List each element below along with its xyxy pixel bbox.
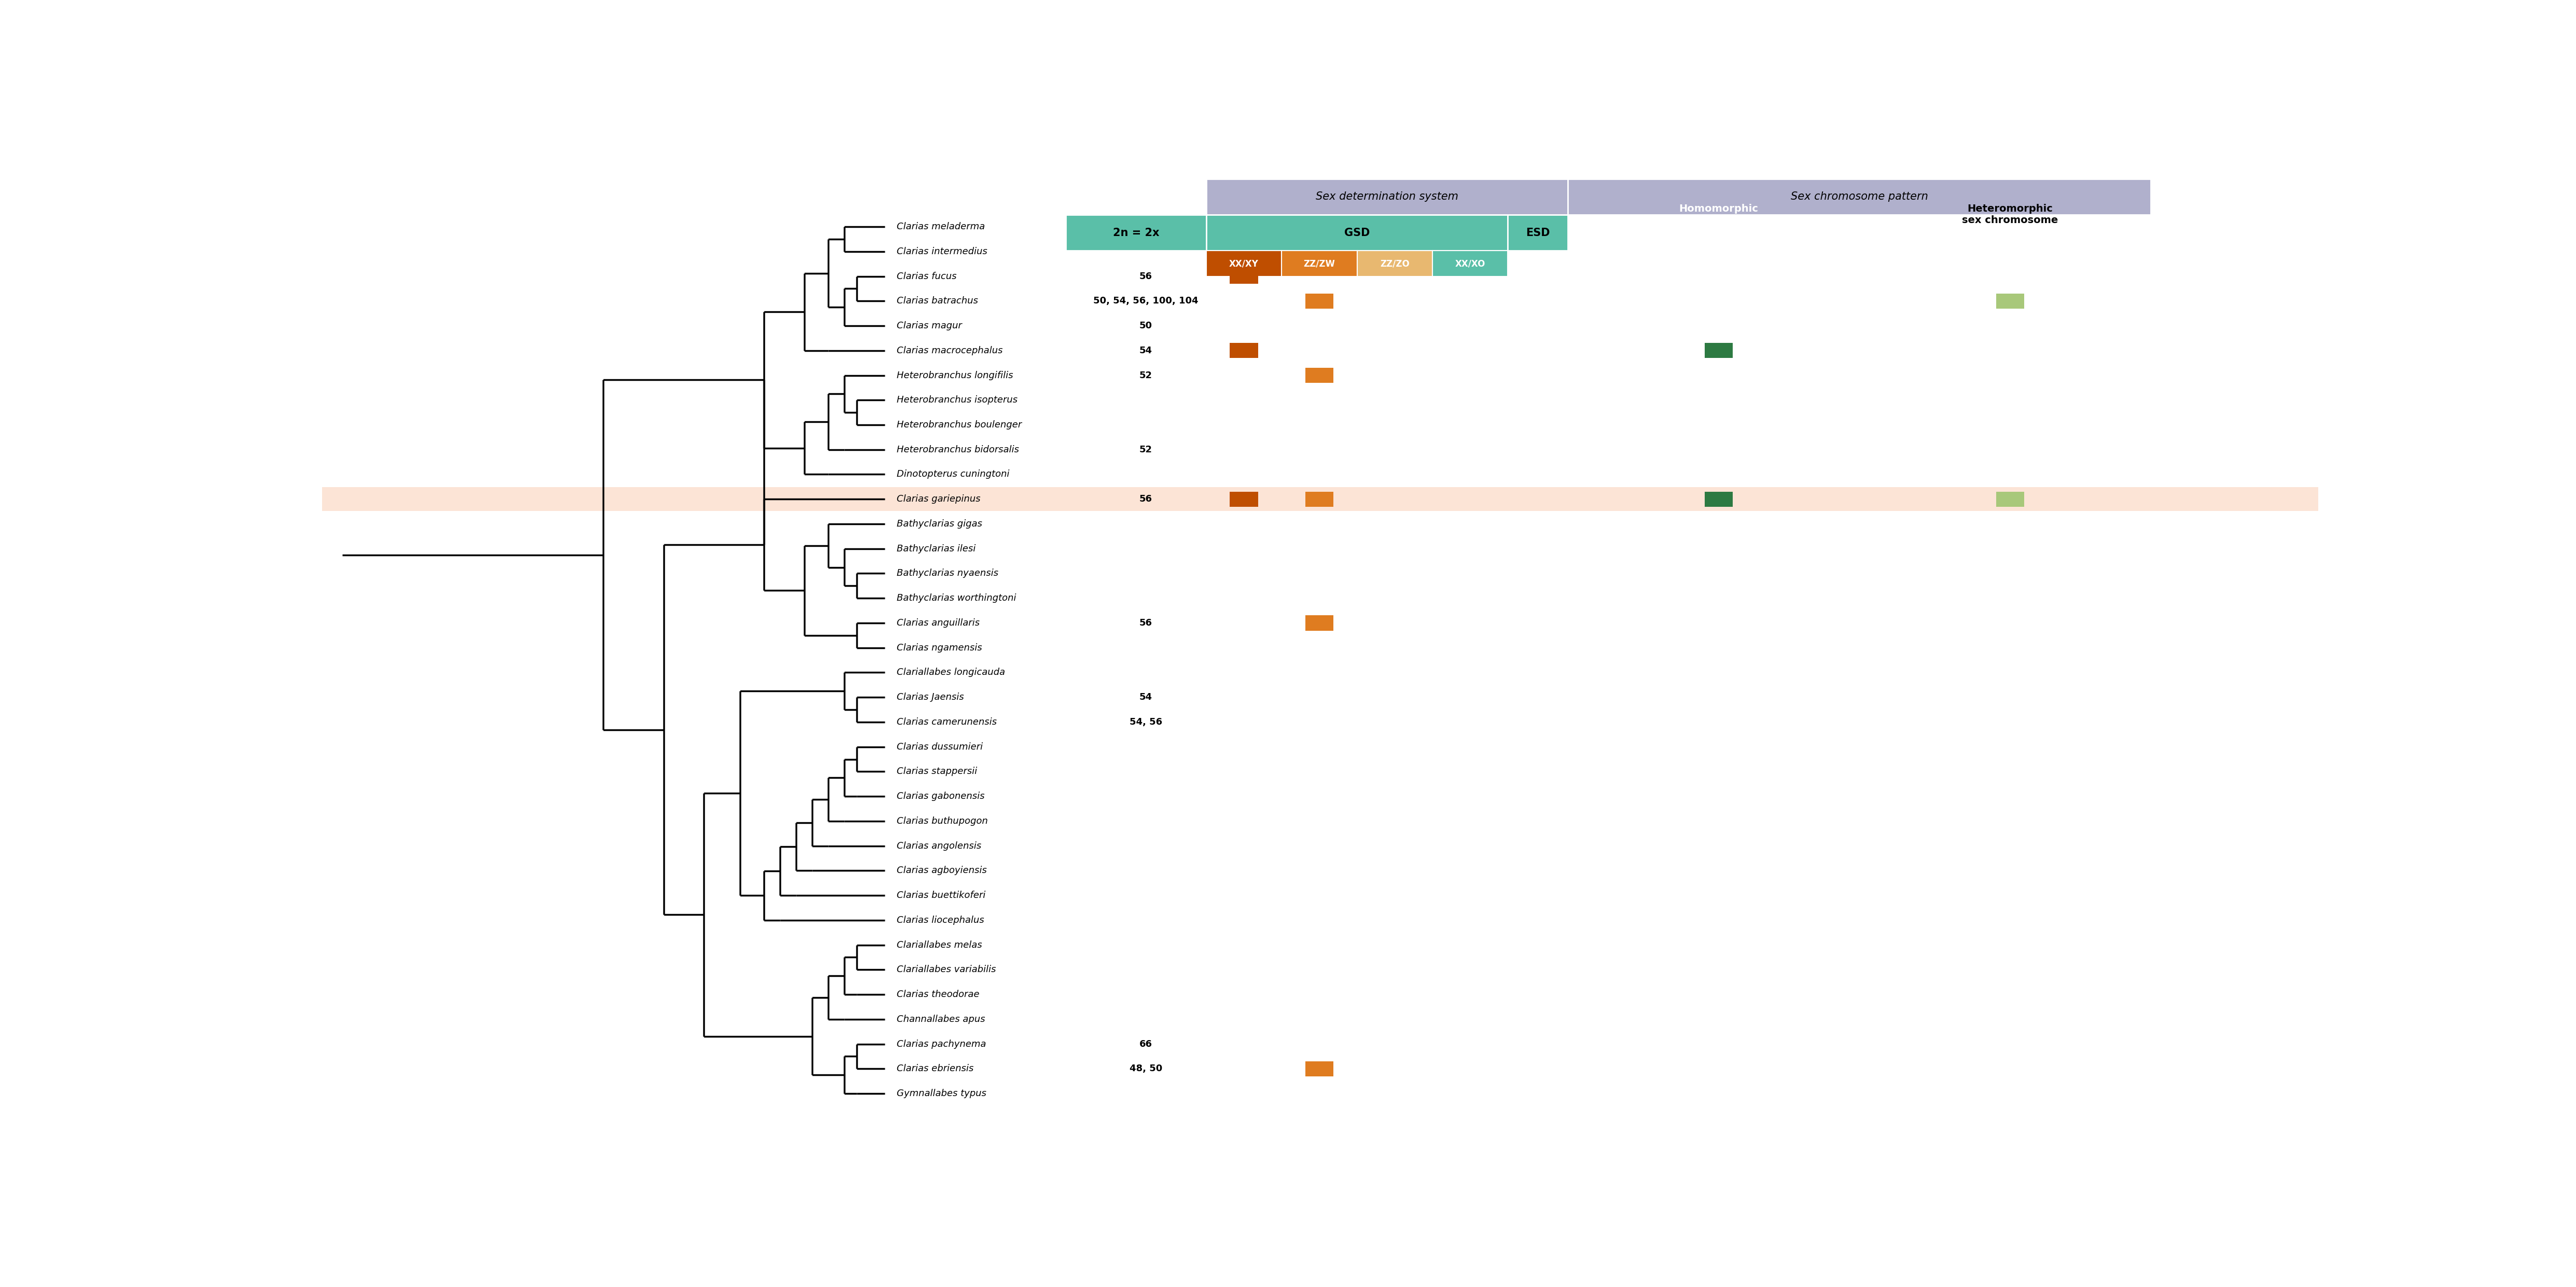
Text: Clarias anguillaris: Clarias anguillaris bbox=[896, 618, 979, 628]
Text: Gymnallabes typus: Gymnallabes typus bbox=[896, 1089, 987, 1098]
Text: Bathyclarias gigas: Bathyclarias gigas bbox=[896, 519, 981, 529]
Text: 50, 54, 56, 100, 104: 50, 54, 56, 100, 104 bbox=[1092, 296, 1198, 306]
Bar bbox=[1705, 492, 1734, 507]
Text: Dinotopterus cuningtoni: Dinotopterus cuningtoni bbox=[896, 470, 1010, 479]
Text: Clarias ngamensis: Clarias ngamensis bbox=[896, 644, 981, 653]
Text: Clarias liocephalus: Clarias liocephalus bbox=[896, 915, 984, 925]
Text: Clarias batrachus: Clarias batrachus bbox=[896, 296, 979, 306]
Text: Clarias fucus: Clarias fucus bbox=[896, 272, 956, 281]
Text: Heterobranchus longifilis: Heterobranchus longifilis bbox=[896, 371, 1012, 380]
Text: Clarias gariepinus: Clarias gariepinus bbox=[896, 494, 981, 503]
Bar bbox=[1229, 342, 1257, 358]
Bar bbox=[1996, 492, 2025, 507]
Bar bbox=[1432, 251, 1507, 277]
Text: Clarias pachynema: Clarias pachynema bbox=[896, 1040, 987, 1049]
Text: 52: 52 bbox=[1139, 445, 1151, 454]
Text: Clarias magur: Clarias magur bbox=[896, 322, 961, 331]
Text: 66: 66 bbox=[1139, 1040, 1151, 1049]
Bar bbox=[1996, 293, 2025, 309]
Text: 56: 56 bbox=[1139, 494, 1151, 503]
Text: Bathyclarias ilesi: Bathyclarias ilesi bbox=[896, 544, 976, 553]
Bar bbox=[1229, 269, 1257, 284]
Bar bbox=[1358, 251, 1432, 277]
Text: Sex chromosome pattern: Sex chromosome pattern bbox=[1790, 192, 1927, 202]
Text: Bathyclarias worthingtoni: Bathyclarias worthingtoni bbox=[896, 593, 1018, 602]
Text: 48, 50: 48, 50 bbox=[1128, 1064, 1162, 1073]
Text: Clarias gabonensis: Clarias gabonensis bbox=[896, 792, 984, 801]
Text: Clariallabes longicauda: Clariallabes longicauda bbox=[896, 668, 1005, 677]
Bar bbox=[1066, 215, 1206, 251]
Text: Clariallabes variabilis: Clariallabes variabilis bbox=[896, 965, 997, 974]
Bar bbox=[1283, 251, 1358, 277]
Text: Clarias buettikoferi: Clarias buettikoferi bbox=[896, 891, 987, 900]
Bar bbox=[1507, 215, 1569, 251]
Text: ESD: ESD bbox=[1525, 228, 1551, 238]
Bar bbox=[1306, 492, 1334, 507]
Text: 52: 52 bbox=[1139, 371, 1151, 380]
Text: Channallabes apus: Channallabes apus bbox=[896, 1014, 984, 1024]
Text: 56: 56 bbox=[1139, 618, 1151, 628]
Text: XX/XO: XX/XO bbox=[1455, 259, 1486, 269]
Text: ZZ/ZW: ZZ/ZW bbox=[1303, 259, 1334, 269]
Text: Clarias ebriensis: Clarias ebriensis bbox=[896, 1064, 974, 1073]
Text: 54: 54 bbox=[1139, 692, 1151, 701]
Text: Clariallabes melas: Clariallabes melas bbox=[896, 941, 981, 950]
Bar bbox=[1206, 179, 1569, 215]
Text: 50: 50 bbox=[1139, 322, 1151, 331]
Bar bbox=[1705, 342, 1734, 358]
Text: 2n = 2x: 2n = 2x bbox=[1113, 228, 1159, 238]
Bar bbox=[1229, 492, 1257, 507]
Bar bbox=[1306, 1062, 1334, 1076]
Text: Clarias theodorae: Clarias theodorae bbox=[896, 990, 979, 999]
Bar bbox=[1206, 215, 1507, 251]
Text: Clarias angolensis: Clarias angolensis bbox=[896, 842, 981, 851]
Text: 54: 54 bbox=[1139, 346, 1151, 355]
Text: GSD: GSD bbox=[1345, 228, 1370, 238]
Text: Sex determination system: Sex determination system bbox=[1316, 192, 1458, 202]
Text: Clarias camerunensis: Clarias camerunensis bbox=[896, 717, 997, 727]
Text: XX/XY: XX/XY bbox=[1229, 259, 1260, 269]
Text: 54, 56: 54, 56 bbox=[1131, 717, 1162, 727]
Text: Heterobranchus boulenger: Heterobranchus boulenger bbox=[896, 420, 1023, 430]
Bar bbox=[322, 488, 2318, 511]
Bar bbox=[1569, 179, 2151, 215]
Text: Bathyclarias nyaensis: Bathyclarias nyaensis bbox=[896, 569, 999, 578]
Text: Heterobranchus isopterus: Heterobranchus isopterus bbox=[896, 395, 1018, 404]
Bar bbox=[1306, 368, 1334, 384]
Bar bbox=[1206, 251, 1283, 277]
Text: Heteromorphic
sex chromosome: Heteromorphic sex chromosome bbox=[1963, 205, 2058, 225]
Text: 56: 56 bbox=[1139, 272, 1151, 281]
Text: Heterobranchus bidorsalis: Heterobranchus bidorsalis bbox=[896, 445, 1020, 454]
Text: Homomorphic
sex chromosome: Homomorphic sex chromosome bbox=[1672, 205, 1767, 225]
Text: Clarias macrocephalus: Clarias macrocephalus bbox=[896, 346, 1002, 355]
Text: Clarias Jaensis: Clarias Jaensis bbox=[896, 692, 963, 701]
Text: Clarias meladerma: Clarias meladerma bbox=[896, 223, 984, 232]
Bar bbox=[1306, 293, 1334, 309]
Text: Clarias buthupogon: Clarias buthupogon bbox=[896, 816, 989, 826]
Bar bbox=[1306, 615, 1334, 631]
Text: Clarias intermedius: Clarias intermedius bbox=[896, 247, 987, 256]
Text: Clarias dussumieri: Clarias dussumieri bbox=[896, 743, 984, 752]
Text: Clarias stappersii: Clarias stappersii bbox=[896, 767, 976, 776]
Text: ZZ/ZO: ZZ/ZO bbox=[1381, 259, 1409, 269]
Text: Clarias agboyiensis: Clarias agboyiensis bbox=[896, 866, 987, 875]
